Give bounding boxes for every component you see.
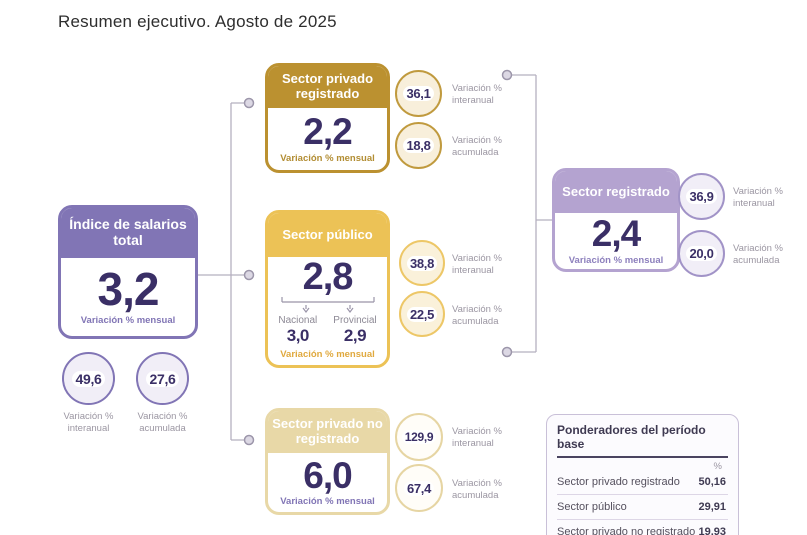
stat-value: 129,9 (401, 430, 437, 444)
table-row: Sector privado registrado 50,16 (557, 472, 728, 494)
table-row: Sector privado no registrado 19,93 (557, 519, 728, 535)
table-row: Sector público 29,91 (557, 494, 728, 519)
table-row-value: 29,91 (698, 501, 726, 513)
stat-label: Variación % interanual (452, 83, 502, 106)
table-row-label: Sector privado registrado (557, 476, 680, 488)
card-title: Sector privado registrado (268, 66, 387, 108)
stat-circle-total-interanual: 49,6 (62, 352, 115, 405)
stat-circle-privado-registrado-acumulada: 18,8 (395, 122, 442, 169)
table-row-label: Sector privado no registrado (557, 526, 696, 535)
stat-value: 18,8 (403, 138, 434, 153)
card-sector-publico: Sector público 2,8 Nacional 3,0 Provinci… (265, 210, 390, 368)
card-sector-privado-registrado: Sector privado registrado 2,2 Variación … (265, 63, 390, 173)
sub-label-nacional: Nacional (278, 315, 318, 327)
stat-value: 49,6 (72, 370, 105, 387)
stat-label: Variación % acumulada (452, 135, 502, 158)
stat-value: 36,1 (403, 86, 434, 101)
card-value-label: Variación % mensual (80, 314, 176, 326)
card-indice-salarios-total: Índice de salarios total 3,2 Variación %… (58, 205, 198, 339)
stat-circle-registrado-interanual: 36,9 (678, 173, 725, 220)
stat-circle-registrado-acumulada: 20,0 (678, 230, 725, 277)
stat-value: 27,6 (146, 370, 179, 387)
stat-circle-privado-registrado-interanual: 36,1 (395, 70, 442, 117)
stat-circle-no-registrado-interanual: 129,9 (395, 413, 443, 461)
card-value: 2,4 (591, 213, 641, 255)
stat-circle-no-registrado-acumulada: 67,4 (395, 464, 443, 512)
card-value-label: Variación % mensual (280, 349, 375, 361)
card-value: 2,2 (303, 111, 352, 153)
card-value: 2,8 (302, 256, 354, 298)
stat-value: 22,5 (406, 306, 438, 322)
stat-circle-total-acumulada: 27,6 (136, 352, 189, 405)
card-value-label: Variación % mensual (568, 254, 664, 266)
table-row-value: 19,93 (698, 526, 726, 535)
page-title: Resumen ejecutivo. Agosto de 2025 (58, 12, 337, 31)
stat-value: 36,9 (686, 189, 717, 204)
stat-label: Variación % acumulada (733, 243, 783, 266)
card-title: Sector privado no registrado (268, 411, 387, 453)
card-sector-privado-no-registrado: Sector privado no registrado 6,0 Variaci… (265, 408, 390, 515)
card-title: Sector público (268, 213, 387, 257)
stat-label: Variación % interanual (452, 253, 502, 276)
stat-label: Variación % interanual (63, 411, 114, 434)
sub-value-provincial: 2,9 (343, 326, 367, 346)
card-title: Sector registrado (555, 171, 677, 213)
card-sector-registrado: Sector registrado 2,4 Variación % mensua… (552, 168, 680, 272)
table-title: Ponderadores del período base (557, 423, 728, 458)
stat-label: Variación % acumulada (137, 411, 188, 434)
table-row-value: 50,16 (698, 476, 726, 488)
stat-label: Variación % acumulada (452, 478, 502, 501)
card-title: Índice de salarios total (61, 208, 195, 258)
stat-label: Variación % interanual (452, 426, 502, 449)
card-value-label: Variación % mensual (280, 152, 375, 164)
stat-label: Variación % acumulada (452, 304, 502, 327)
stat-value: 67,4 (403, 480, 435, 496)
card-value-label: Variación % mensual (280, 496, 375, 508)
sub-label-provincial: Provincial (333, 315, 377, 327)
card-value: 3,2 (97, 263, 160, 316)
table-row-label: Sector público (557, 501, 627, 513)
table-unit-header: % (713, 461, 722, 472)
ponderadores-table: Ponderadores del período base % Sector p… (546, 414, 739, 535)
stat-circle-publico-interanual: 38,8 (399, 240, 445, 286)
stat-value: 20,0 (686, 246, 717, 261)
sub-value-nacional: 3,0 (286, 326, 310, 346)
card-value: 6,0 (303, 454, 352, 496)
distribution-bracket-icon (280, 297, 375, 314)
stat-value: 38,8 (406, 255, 438, 271)
connector-node-icon (243, 69, 513, 446)
stat-label: Variación % interanual (733, 186, 783, 209)
stat-circle-publico-acumulada: 22,5 (399, 291, 445, 337)
